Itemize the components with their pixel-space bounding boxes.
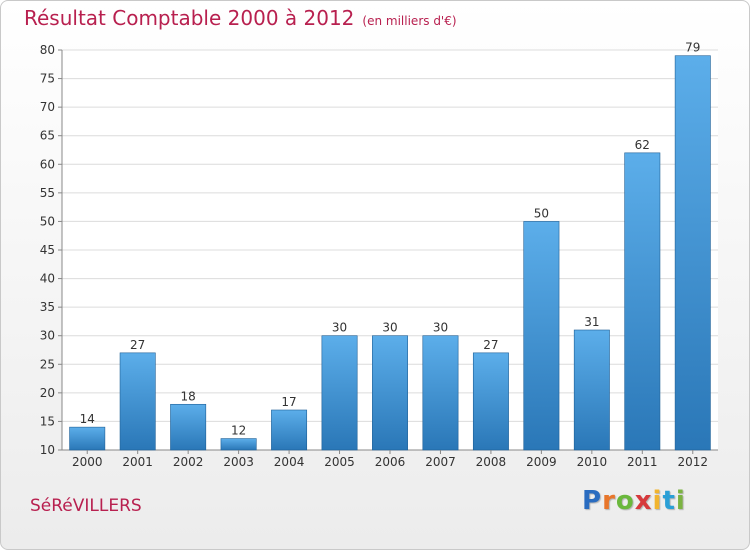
x-tick-label-2004: 2004 [274, 455, 305, 469]
bar-2009 [523, 221, 560, 451]
bar-2011 [624, 152, 661, 451]
x-tick-label-2003: 2003 [223, 455, 254, 469]
bar-2006 [372, 335, 408, 451]
bar-2005 [321, 335, 358, 451]
data-label-2009: 50 [534, 206, 549, 220]
bar-2002 [170, 403, 207, 451]
data-label-2010: 31 [584, 315, 599, 329]
bar-2000 [69, 426, 106, 451]
proxiti-logo: Proxiti [582, 486, 686, 516]
logo-letter: i [652, 486, 663, 516]
x-tick-label-2005: 2005 [324, 455, 355, 469]
bar-2012 [674, 55, 711, 451]
y-tick-label: 30 [40, 329, 55, 343]
y-tick-label: 80 [40, 43, 55, 57]
y-tick-label: 60 [40, 157, 55, 171]
data-label-2005: 30 [332, 321, 347, 335]
y-tick-label: 55 [40, 186, 55, 200]
x-tick-label-2012: 2012 [677, 455, 708, 469]
y-tick-label: 50 [40, 214, 55, 228]
logo-letter: i [675, 486, 686, 516]
data-label-2002: 18 [181, 389, 196, 403]
y-tick-label: 75 [40, 72, 55, 86]
data-label-2006: 30 [382, 321, 397, 335]
data-label-2004: 17 [281, 395, 296, 409]
data-label-2012: 79 [685, 41, 700, 55]
logo-letter: x [634, 486, 653, 516]
bar-2010 [573, 329, 610, 451]
chart-title-text: Résultat Comptable 2000 à 2012 [24, 6, 355, 30]
chart-title: Résultat Comptable 2000 à 2012 (en millie… [24, 6, 457, 30]
data-label-2001: 27 [130, 338, 145, 352]
logo-letter: r [602, 486, 616, 516]
y-tick-label: 40 [40, 272, 55, 286]
data-label-2003: 12 [231, 424, 246, 438]
logo-letter: P [582, 486, 603, 516]
y-tick-label: 65 [40, 129, 55, 143]
y-tick-label: 15 [40, 414, 55, 428]
x-tick-label-2007: 2007 [425, 455, 456, 469]
bar-2003 [220, 438, 257, 451]
x-tick-label-2011: 2011 [627, 455, 658, 469]
logo-letter: o [615, 486, 635, 516]
bar-chart: 10 15 20 25 30 35 40 45 50 55 60 65 70 75 80 14 2000 27 20… [40, 41, 718, 469]
y-tick-label: 25 [40, 357, 55, 371]
y-tick-label: 45 [40, 243, 55, 257]
y-tick-label: 35 [40, 300, 55, 314]
x-tick-label-2009: 2009 [526, 455, 557, 469]
data-label-2000: 14 [80, 412, 95, 426]
x-tick-label-2008: 2008 [476, 455, 507, 469]
x-tick-label-2010: 2010 [577, 455, 608, 469]
chart-subtitle: (en milliers d'€) [362, 14, 457, 28]
bar-2004 [271, 409, 308, 451]
bar-2008 [472, 352, 509, 451]
data-label-2007: 30 [433, 321, 448, 335]
x-tick-label-2006: 2006 [375, 455, 406, 469]
x-tick-label-2001: 2001 [122, 455, 153, 469]
x-tick-label-2002: 2002 [173, 455, 204, 469]
y-tick-label: 10 [40, 443, 55, 457]
y-tick-label: 70 [40, 100, 55, 114]
data-label-2011: 62 [635, 138, 650, 152]
commune-name: SéRéVILLERS [30, 496, 142, 516]
bar-2001 [119, 352, 156, 451]
logo-letter: t [662, 486, 676, 516]
data-label-2008: 27 [483, 338, 498, 352]
x-tick-label-2000: 2000 [72, 455, 103, 469]
y-tick-label: 20 [40, 386, 55, 400]
bar-2007 [422, 335, 459, 451]
